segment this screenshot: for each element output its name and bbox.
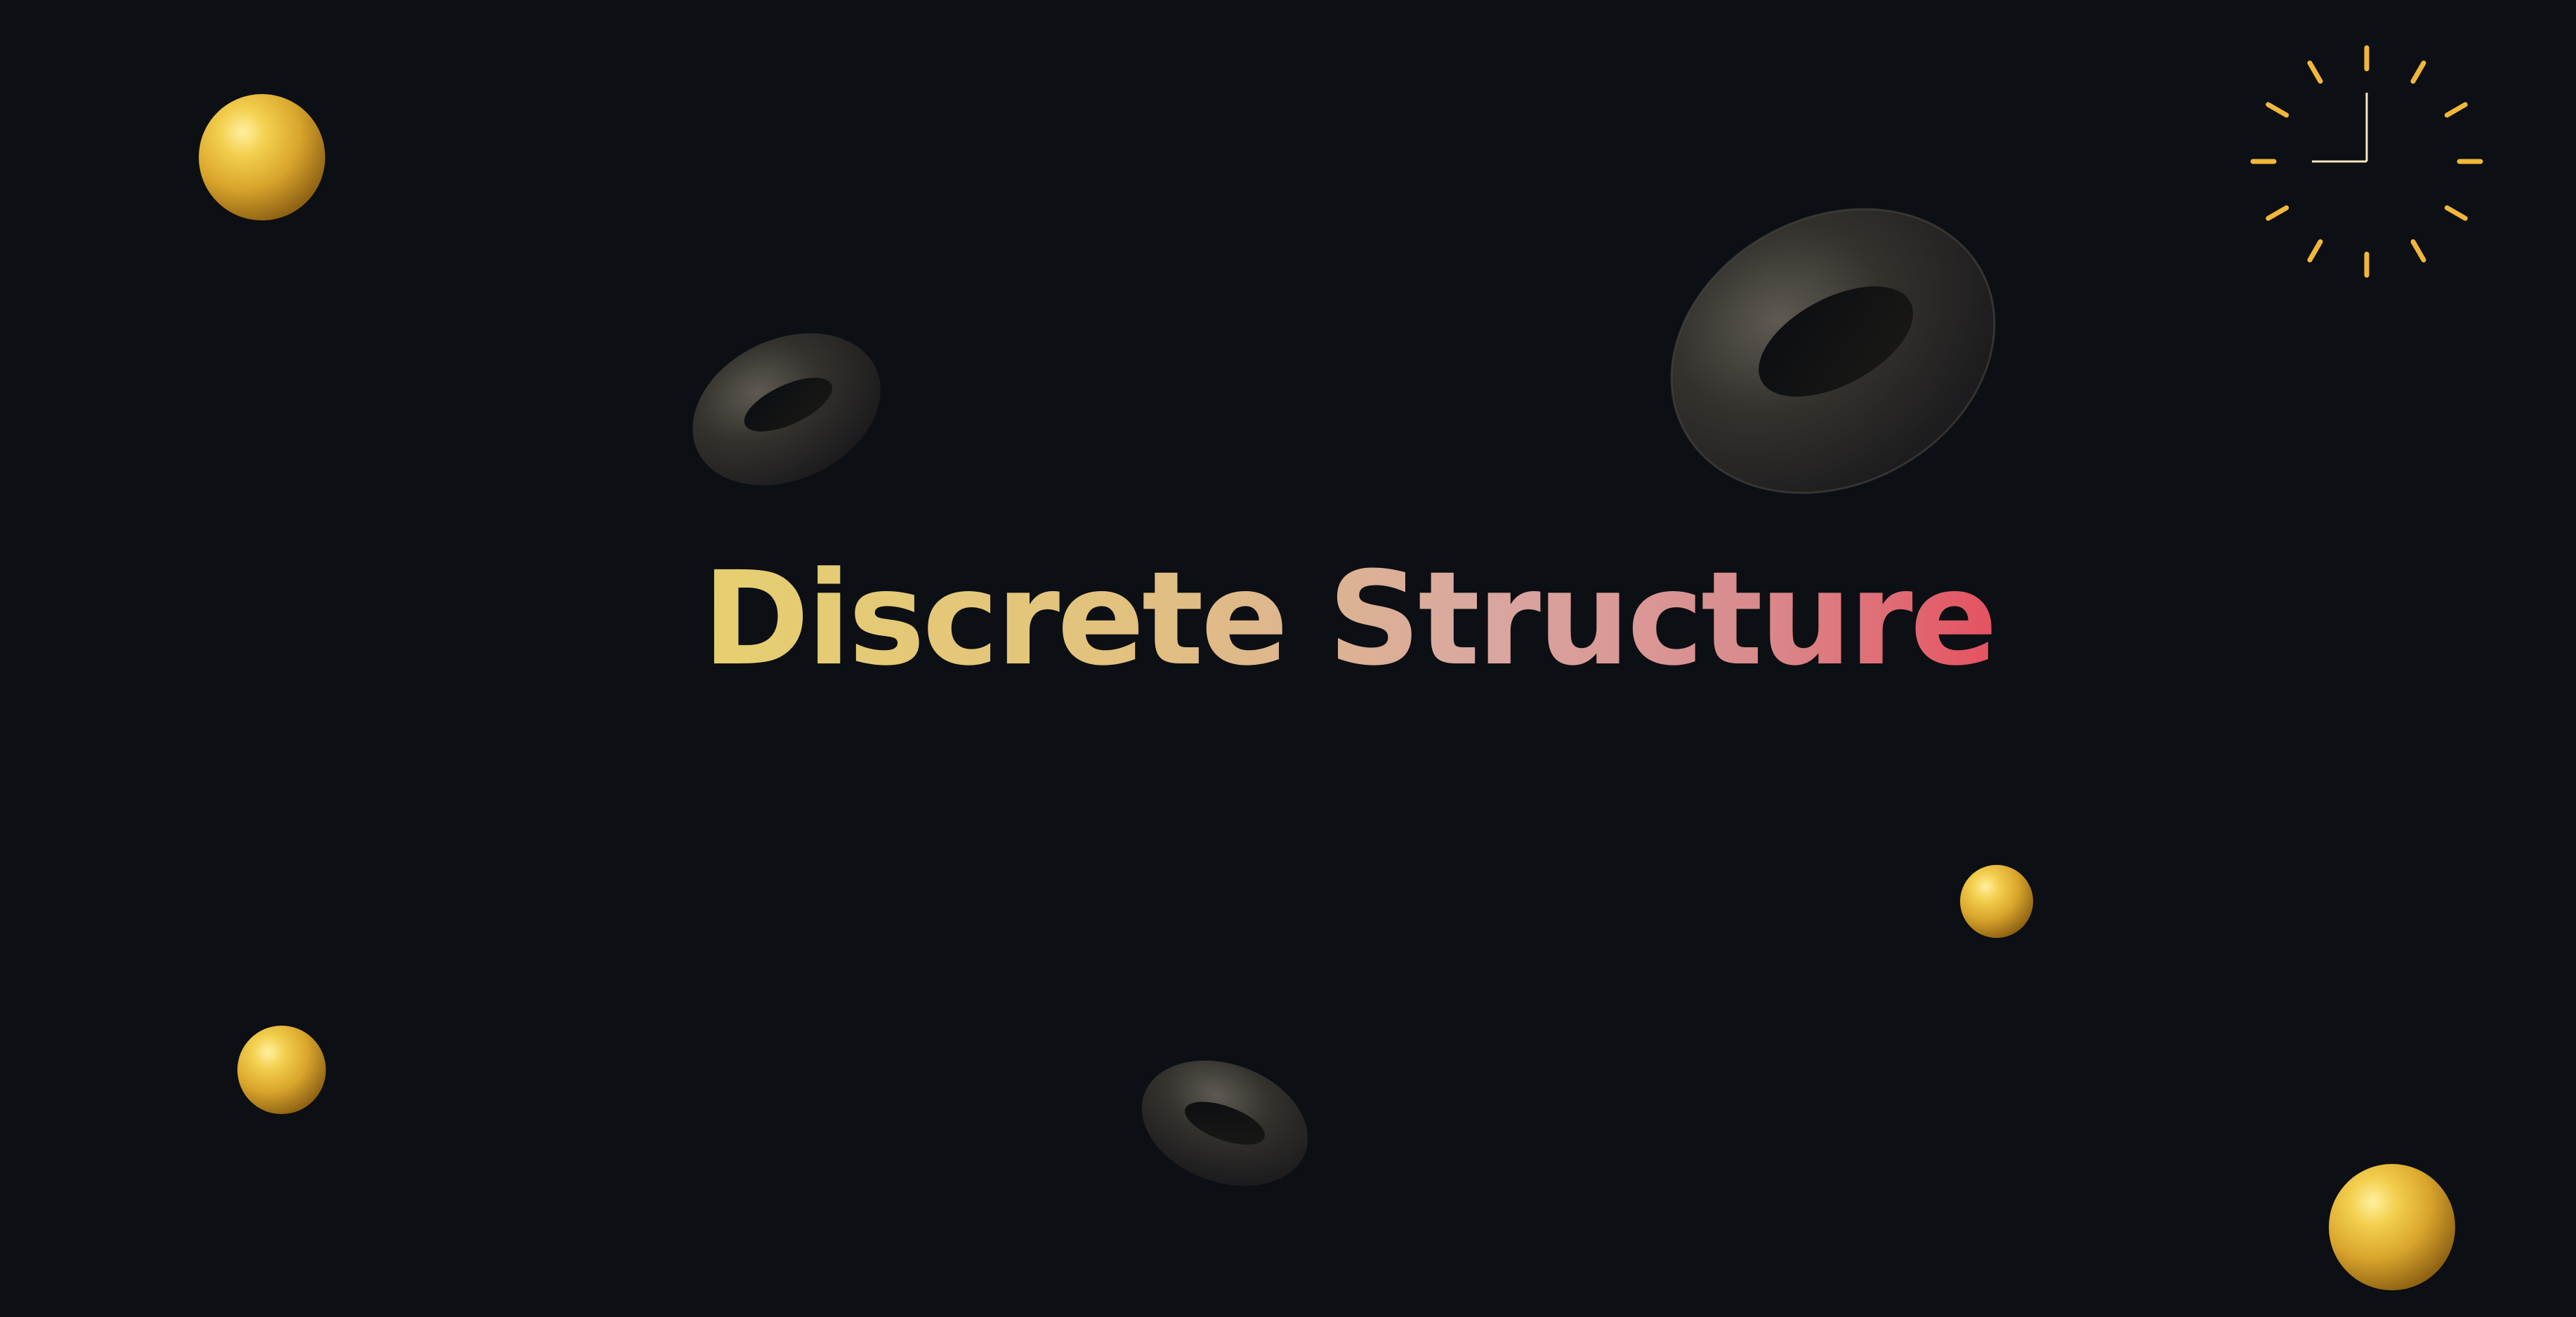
torus-large	[1670, 208, 1996, 494]
gold-sphere-bottom-right	[2329, 1164, 2455, 1290]
clock-tick	[2307, 60, 2323, 84]
clock-tick	[2266, 205, 2289, 221]
gold-sphere-top-left	[199, 94, 325, 220]
clock-tick	[2444, 205, 2468, 221]
clock-tick	[2410, 239, 2426, 263]
torus-small-bottom	[1141, 1060, 1308, 1186]
clock-icon	[2250, 45, 2483, 278]
clock-tick	[2444, 102, 2468, 118]
clock-tick	[2307, 239, 2323, 263]
gold-sphere-bottom-left	[237, 1026, 326, 1114]
clock-tick	[2410, 60, 2426, 84]
gold-sphere-middle-right	[1960, 865, 2033, 938]
clock-ticks	[2250, 45, 2483, 278]
torus-small-upper	[692, 333, 881, 486]
clock-tick	[2266, 102, 2289, 118]
page-title: Discrete Structure	[702, 544, 1998, 694]
